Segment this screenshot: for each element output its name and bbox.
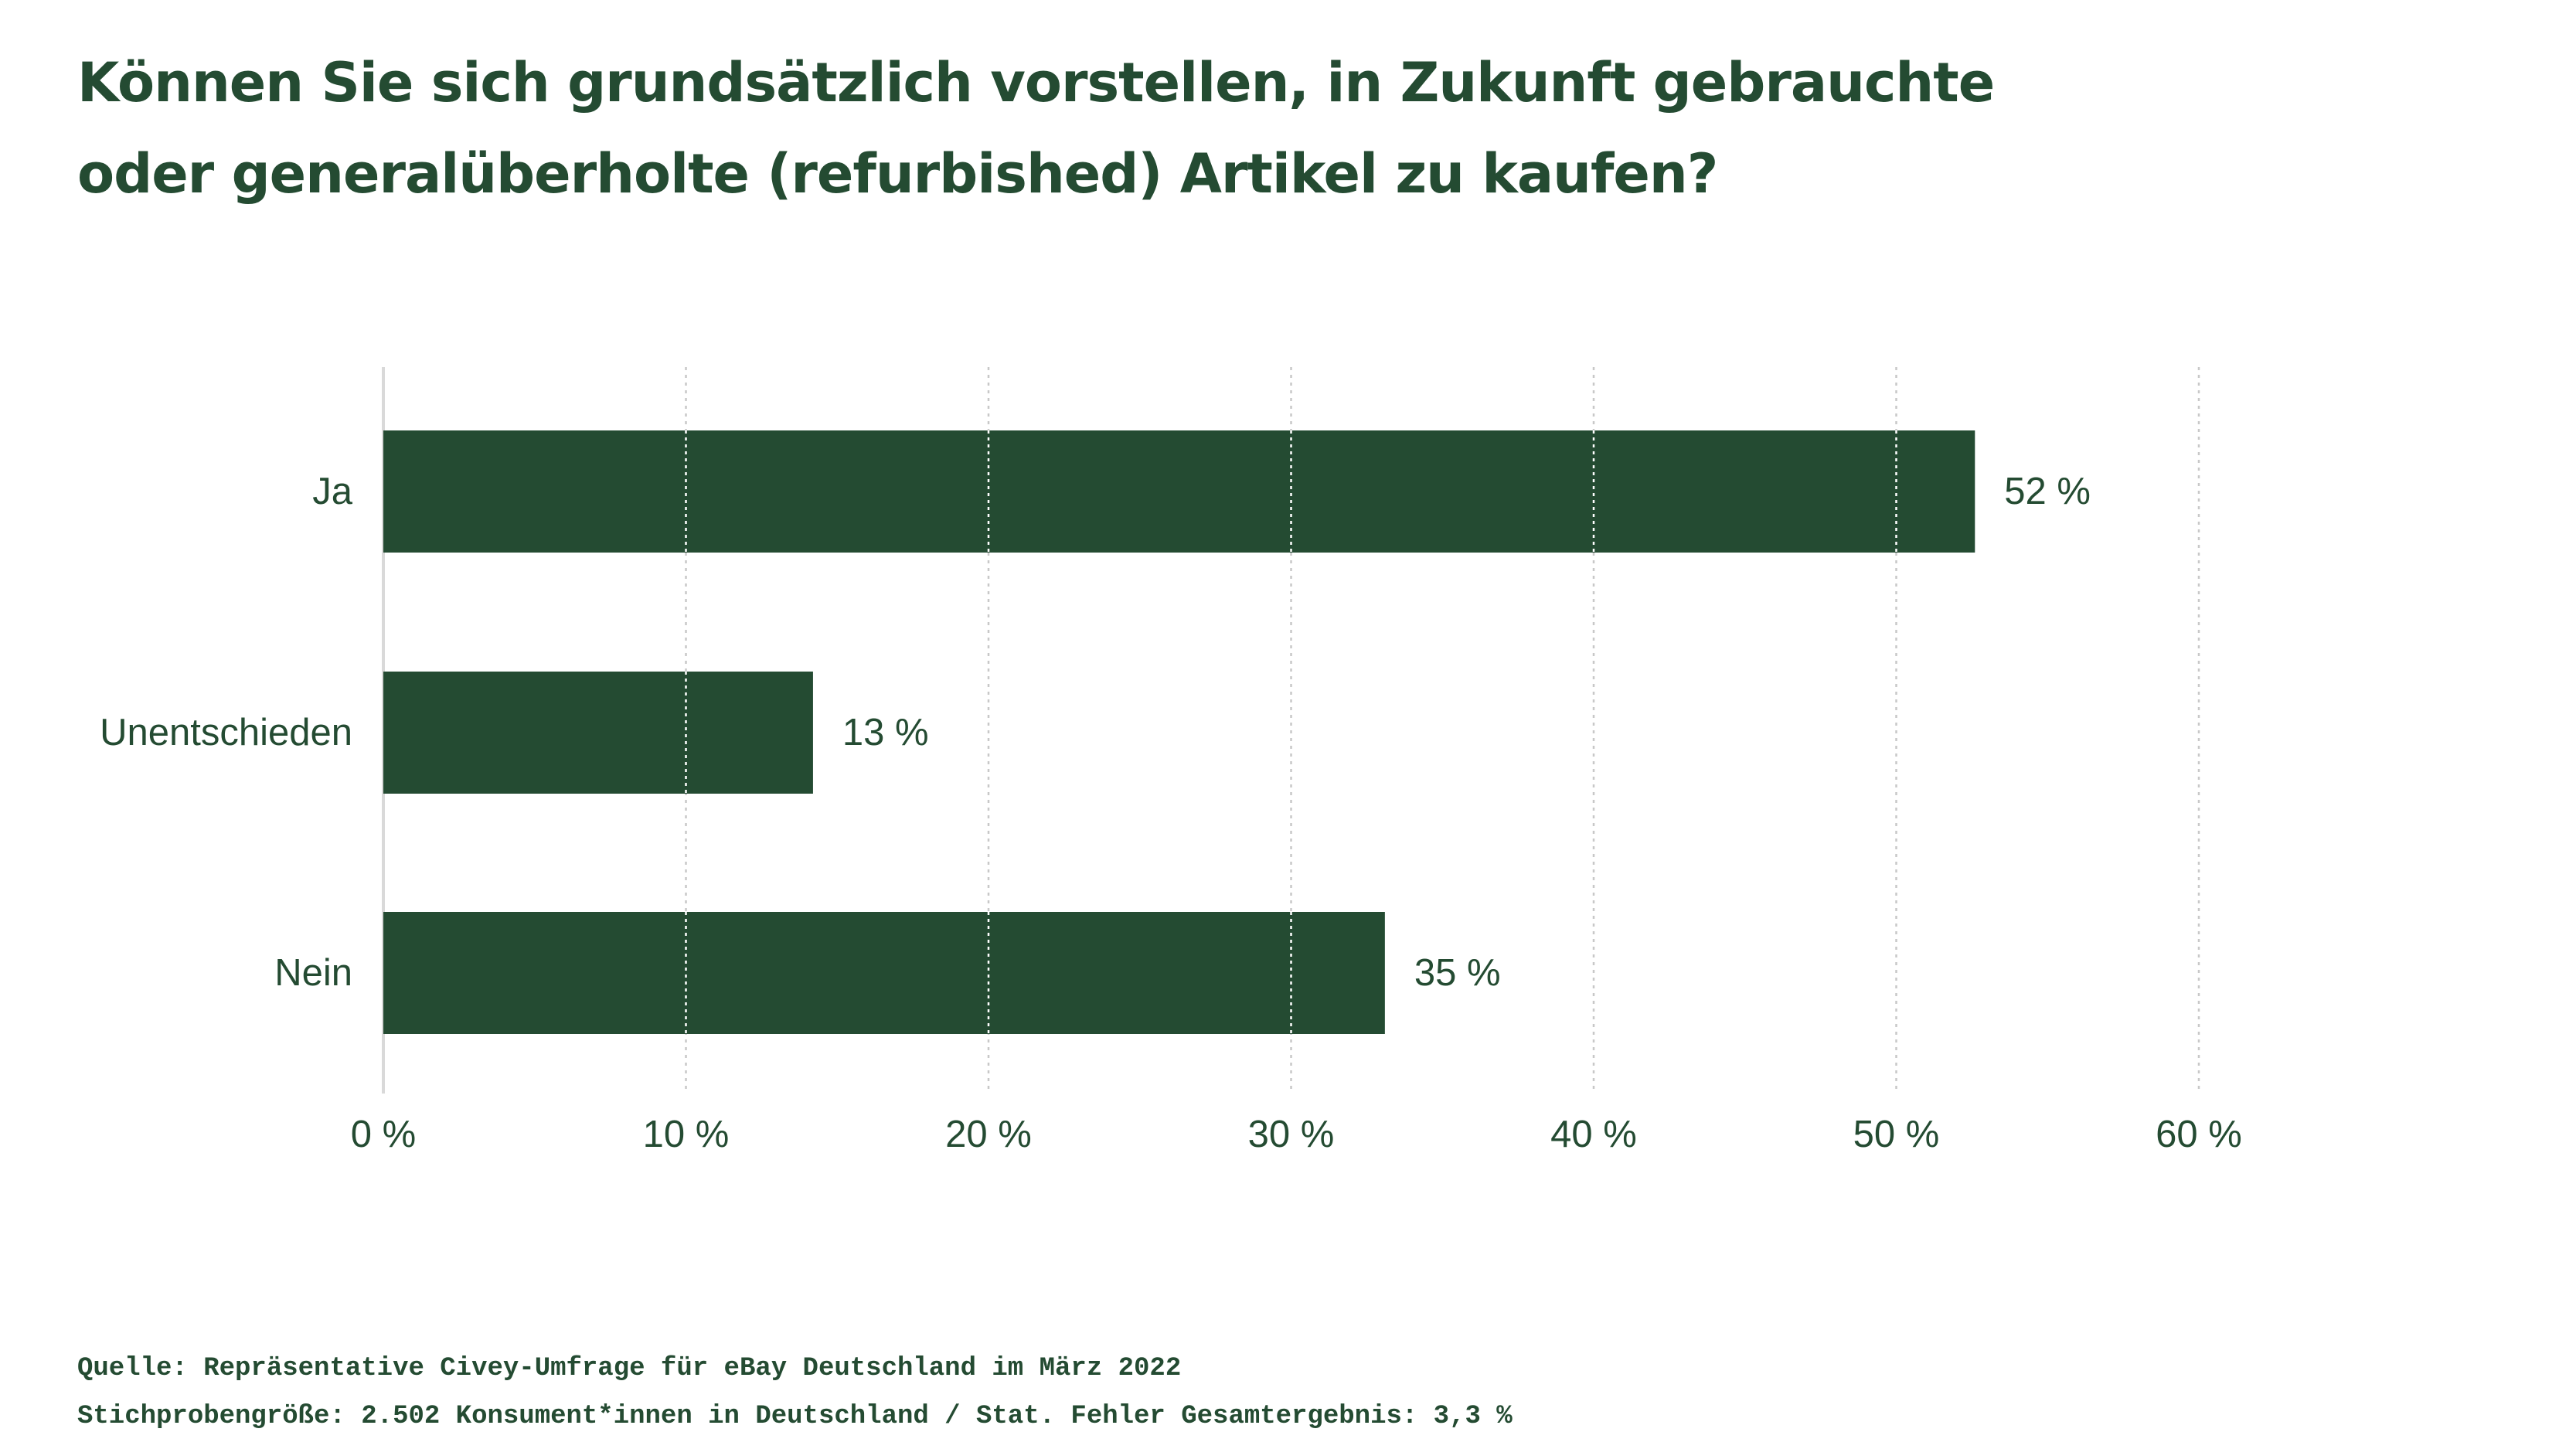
x-tick-label-5: 50 % [1853,1114,1940,1155]
bar-0 [383,430,1975,553]
x-tick-label-1: 10 % [643,1114,730,1155]
chart-title-line-1: Können Sie sich grundsätzlich vorstellen… [77,51,1995,114]
sample-note: Stichprobengröße: 2.502 Konsument*innen … [77,1402,1513,1431]
category-label-0: Ja [312,471,353,512]
category-label-1: Unentschieden [100,712,352,753]
x-tick-label-2: 20 % [945,1114,1032,1155]
value-label-0: 52 % [2004,471,2091,512]
bar-1 [383,672,813,794]
chart-title-line-2: oder generalüberholte (refurbished) Arti… [77,142,1718,206]
x-tick-label-6: 60 % [2156,1114,2242,1155]
x-tick-label-3: 30 % [1248,1114,1335,1155]
x-tick-label-0: 0 % [351,1114,416,1155]
chart-footer: Quelle: Repräsentative Civey-Umfrage für… [77,1345,1513,1440]
value-label-2: 35 % [1414,952,1501,994]
source-note: Quelle: Repräsentative Civey-Umfrage für… [77,1354,1182,1383]
bar-2 [383,912,1385,1034]
chart-title: Können Sie sich grundsätzlich vorstellen… [77,37,2164,219]
category-label-2: Nein [274,952,352,994]
value-label-1: 13 % [842,712,929,753]
x-tick-label-4: 40 % [1550,1114,1637,1155]
